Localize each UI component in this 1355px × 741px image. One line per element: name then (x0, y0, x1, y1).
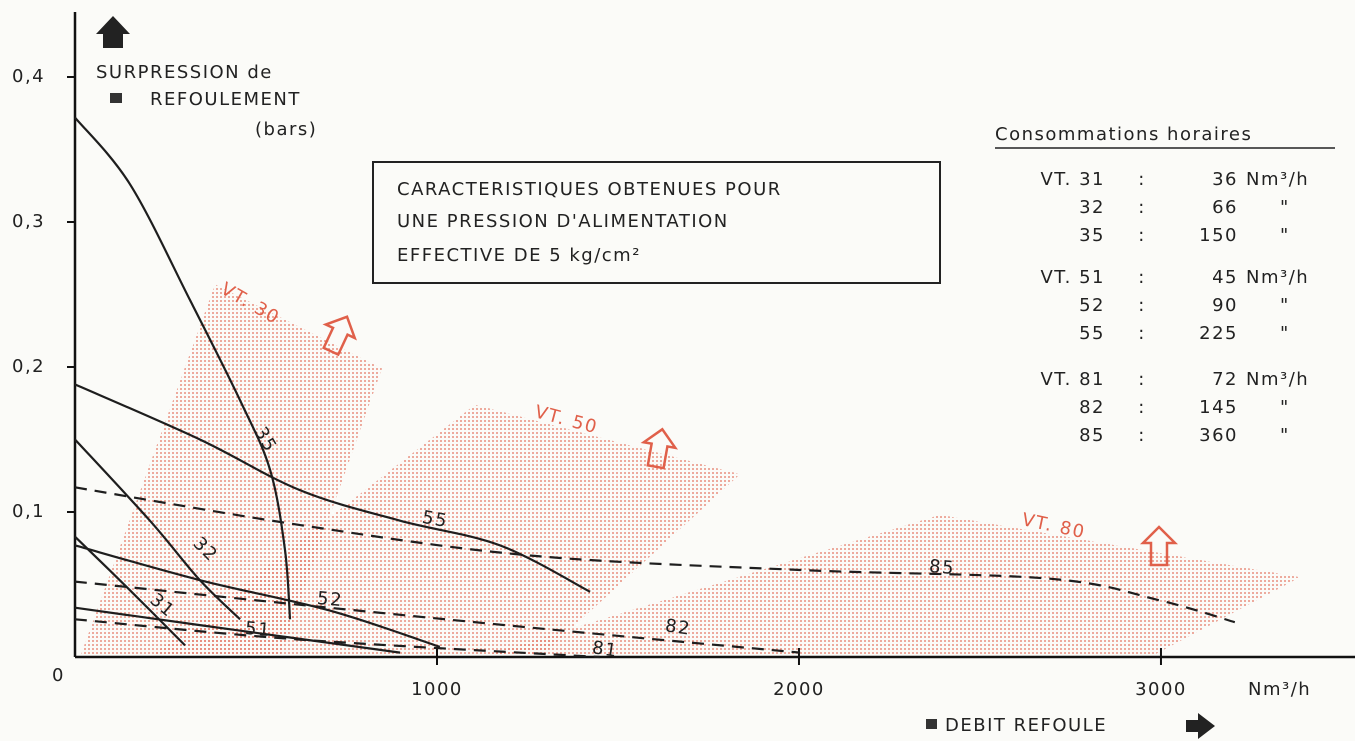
table-separator: : (1138, 267, 1146, 288)
curve (74, 544, 441, 648)
curve (74, 535, 186, 647)
curve-label: 82 (664, 615, 693, 639)
y-tick-label: 0,1 (12, 501, 45, 522)
curve-label: 85 (928, 556, 956, 579)
region-arrow-icon (322, 315, 357, 357)
annotation-line: CARACTERISTIQUES OBTENUES POUR (397, 179, 782, 200)
table-unit: Nm³/h (1246, 369, 1309, 390)
table-separator: : (1138, 225, 1146, 246)
table-model: VT. 81 (1040, 369, 1105, 390)
consumption-table: VT. 31: 36 Nm³/h 32: 66 " 35: 150 " VT. 51: 45 Nm³/… (1040, 169, 1309, 446)
table-unit: Nm³/h (1246, 267, 1309, 288)
curve-label: 81 (591, 637, 620, 661)
x-axis-unit: Nm³/h (1248, 679, 1311, 700)
table-value: 90 (1212, 295, 1238, 316)
table-unit: " (1280, 397, 1290, 418)
table-separator: : (1138, 169, 1146, 190)
table-value: 360 (1199, 425, 1238, 446)
annotation-box (372, 161, 941, 284)
operating-region (480, 514, 1300, 657)
legend-square-icon (926, 719, 937, 729)
table-unit: " (1280, 425, 1290, 446)
x-tick-label: 1000 (411, 679, 463, 700)
annotation-line: UNE PRESSION D'ALIMENTATION (397, 211, 729, 232)
table-model: 52 (1079, 295, 1105, 316)
table-separator: : (1138, 197, 1146, 218)
table-model: 85 (1079, 425, 1105, 446)
table-model: 32 (1079, 197, 1105, 218)
table-value: 145 (1199, 397, 1238, 418)
legend-square-icon (110, 93, 122, 103)
table-value: 150 (1199, 225, 1238, 246)
table-value: 72 (1212, 369, 1238, 390)
curve (74, 438, 241, 621)
x-tick-label: 3000 (1135, 679, 1187, 700)
table-separator: : (1138, 369, 1146, 390)
table-value: 66 (1212, 197, 1238, 218)
table-value: 36 (1212, 169, 1238, 190)
curve-label: 55 (421, 507, 450, 532)
y-tick-label: 0,2 (12, 356, 45, 377)
table-value: 45 (1212, 267, 1238, 288)
x-tick-label: 2000 (773, 679, 825, 700)
table-unit: " (1280, 197, 1290, 218)
region-arrow-icon (1139, 525, 1179, 567)
table-unit: " (1280, 323, 1290, 344)
table-model: VT. 31 (1040, 169, 1105, 190)
consumption-title: Consommations horaires (995, 124, 1252, 145)
table-model: 82 (1079, 397, 1105, 418)
table-separator: : (1138, 425, 1146, 446)
y-axis-label: (bars) (255, 119, 317, 140)
y-tick-label: 0 (52, 665, 65, 686)
table-unit: " (1280, 225, 1290, 246)
table-separator: : (1138, 323, 1146, 344)
curve-label: 51 (244, 618, 272, 641)
y-tick-label: 0,4 (12, 66, 45, 87)
table-unit: " (1280, 295, 1290, 316)
x-axis-label: DEBIT REFOULE (945, 715, 1107, 736)
table-model: VT. 51 (1040, 267, 1105, 288)
curve (74, 606, 401, 654)
region-arrow-icon (640, 427, 679, 470)
table-value: 225 (1199, 323, 1238, 344)
right-arrow-icon (1186, 713, 1215, 739)
table-unit: Nm³/h (1246, 169, 1309, 190)
curve (74, 486, 1236, 624)
curve (74, 580, 801, 654)
table-separator: : (1138, 397, 1146, 418)
annotation-line: EFFECTIVE DE 5 kg/cm² (397, 245, 641, 266)
y-axis-label: REFOULEMENT (150, 89, 301, 110)
curve-label: 52 (316, 588, 344, 611)
curve (74, 383, 591, 593)
curve (74, 618, 600, 659)
y-axis-label: SURPRESSION de (96, 62, 273, 83)
table-model: 35 (1079, 225, 1105, 246)
curve (74, 116, 292, 620)
table-model: 55 (1079, 323, 1105, 344)
y-tick-label: 0,3 (12, 211, 45, 232)
up-arrow-icon (96, 16, 130, 48)
table-separator: : (1138, 295, 1146, 316)
